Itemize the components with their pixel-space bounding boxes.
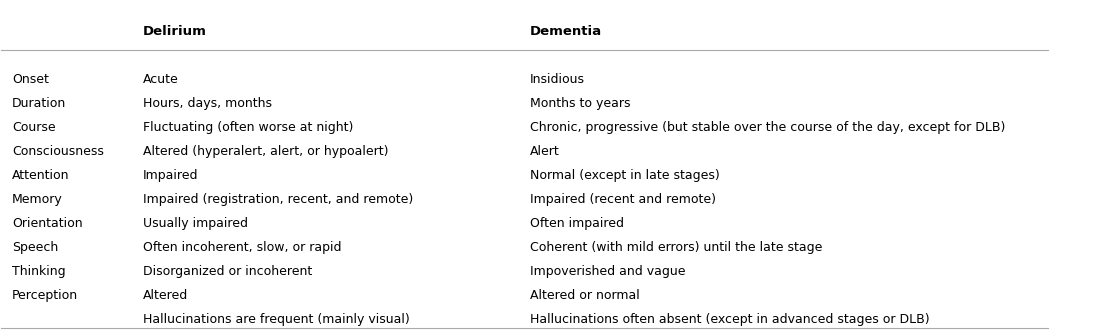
Text: Months to years: Months to years — [530, 97, 630, 110]
Text: Altered (hyperalert, alert, or hypoalert): Altered (hyperalert, alert, or hypoalert… — [142, 145, 388, 158]
Text: Usually impaired: Usually impaired — [142, 217, 248, 230]
Text: Impaired (recent and remote): Impaired (recent and remote) — [530, 193, 716, 206]
Text: Impaired (registration, recent, and remote): Impaired (registration, recent, and remo… — [142, 193, 413, 206]
Text: Orientation: Orientation — [12, 217, 83, 230]
Text: Disorganized or incoherent: Disorganized or incoherent — [142, 265, 312, 278]
Text: Insidious: Insidious — [530, 73, 585, 86]
Text: Alert: Alert — [530, 145, 560, 158]
Text: Often incoherent, slow, or rapid: Often incoherent, slow, or rapid — [142, 241, 342, 254]
Text: Dementia: Dementia — [530, 25, 602, 38]
Text: Often impaired: Often impaired — [530, 217, 624, 230]
Text: Onset: Onset — [12, 73, 48, 86]
Text: Attention: Attention — [12, 169, 69, 182]
Text: Normal (except in late stages): Normal (except in late stages) — [530, 169, 720, 182]
Text: Coherent (with mild errors) until the late stage: Coherent (with mild errors) until the la… — [530, 241, 822, 254]
Text: Hours, days, months: Hours, days, months — [142, 97, 272, 110]
Text: Chronic, progressive (but stable over the course of the day, except for DLB): Chronic, progressive (but stable over th… — [530, 121, 1005, 134]
Text: Impoverished and vague: Impoverished and vague — [530, 265, 685, 278]
Text: Hallucinations often absent (except in advanced stages or DLB): Hallucinations often absent (except in a… — [530, 313, 930, 326]
Text: Consciousness: Consciousness — [12, 145, 104, 158]
Text: Altered: Altered — [142, 289, 188, 302]
Text: Memory: Memory — [12, 193, 63, 206]
Text: Delirium: Delirium — [142, 25, 206, 38]
Text: Thinking: Thinking — [12, 265, 65, 278]
Text: Hallucinations are frequent (mainly visual): Hallucinations are frequent (mainly visu… — [142, 313, 410, 326]
Text: Course: Course — [12, 121, 55, 134]
Text: Altered or normal: Altered or normal — [530, 289, 639, 302]
Text: Duration: Duration — [12, 97, 66, 110]
Text: Impaired: Impaired — [142, 169, 198, 182]
Text: Acute: Acute — [142, 73, 179, 86]
Text: Fluctuating (often worse at night): Fluctuating (often worse at night) — [142, 121, 353, 134]
Text: Perception: Perception — [12, 289, 78, 302]
Text: Speech: Speech — [12, 241, 58, 254]
